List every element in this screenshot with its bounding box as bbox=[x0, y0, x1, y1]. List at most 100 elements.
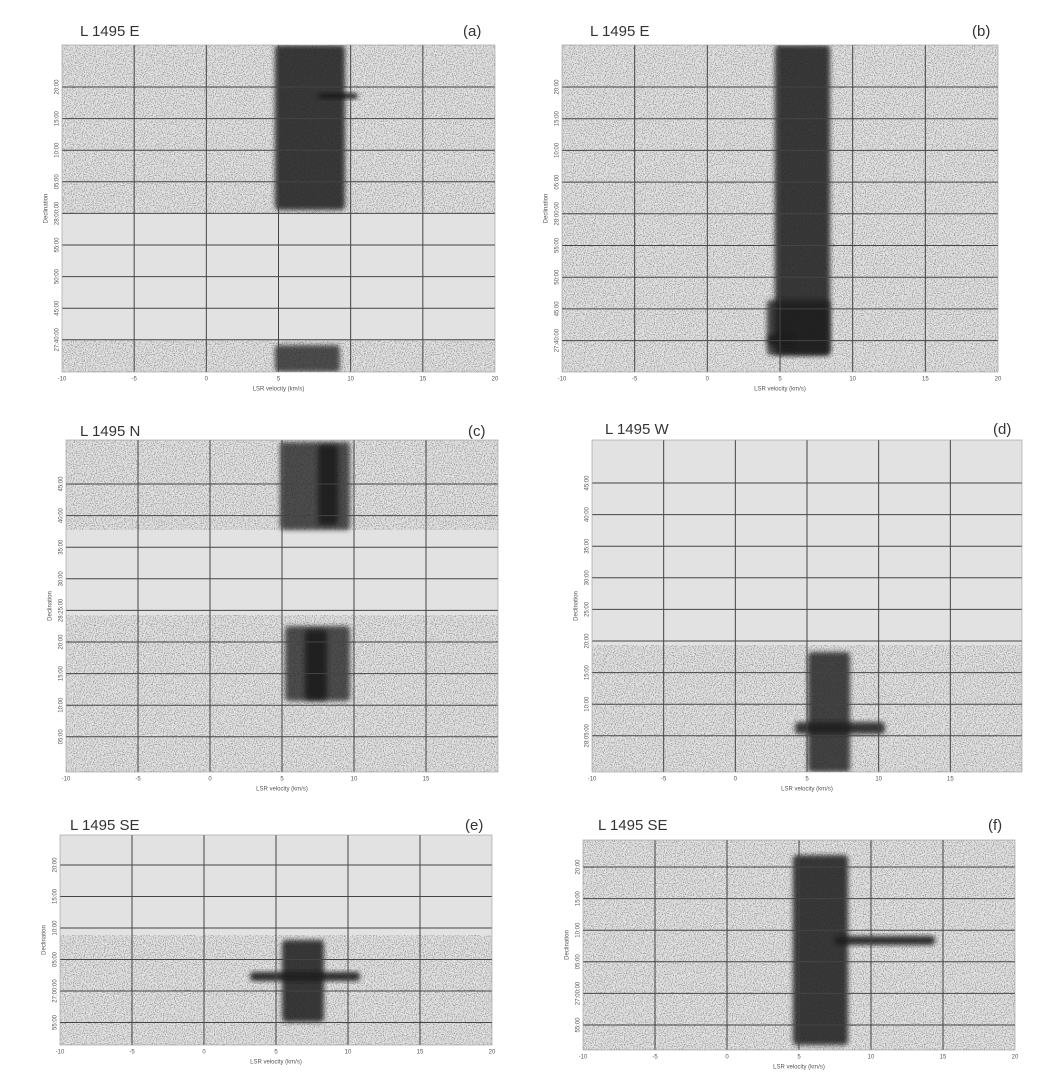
x-tick-label: 20 bbox=[1012, 1055, 1019, 1061]
y-tick-label: 45:00 bbox=[585, 475, 591, 491]
plot-frame bbox=[65, 439, 499, 773]
y-tick-label: 25:00 bbox=[585, 601, 591, 617]
x-axis-label: LSR velocity (km/s) bbox=[773, 1065, 825, 1071]
y-axis-label: Declination bbox=[44, 194, 50, 224]
y-tick-label: 05:00 bbox=[53, 951, 59, 967]
x-tick-label: 5 bbox=[274, 1050, 278, 1056]
x-tick-label: -5 bbox=[131, 377, 137, 383]
x-axis-label: LSR velocity (km/s) bbox=[781, 787, 833, 793]
y-tick-label: 50:00 bbox=[55, 268, 61, 284]
x-tick-label: 15 bbox=[947, 777, 954, 783]
x-tick-label: 0 bbox=[208, 777, 212, 783]
emission-blob bbox=[767, 300, 830, 355]
panel: -10 -5 0 5 10 15 20 20:00 15:00 10:00 05:00 27:00:0… bbox=[42, 817, 496, 1066]
y-tick-label: 20:00 bbox=[55, 79, 61, 95]
y-tick-label: 10:00 bbox=[576, 922, 582, 938]
plot-frame bbox=[582, 839, 1016, 1051]
y-tick-label: 45:00 bbox=[555, 301, 561, 317]
emission bbox=[795, 652, 885, 772]
y-tick-label: 27:40:00 bbox=[55, 327, 61, 351]
x-tick-label: -10 bbox=[56, 1050, 65, 1056]
emission-blob bbox=[280, 442, 350, 530]
y-tick-label: 20:00 bbox=[555, 79, 561, 95]
y-tick-label: 55:00 bbox=[555, 237, 561, 253]
y-tick-label: 05:00 bbox=[59, 729, 65, 745]
emission bbox=[275, 45, 358, 372]
panel-label: (a) bbox=[463, 23, 481, 40]
y-tick-label: 20:00 bbox=[585, 633, 591, 649]
x-tick-label: 5 bbox=[805, 777, 809, 783]
x-tick-label: 10 bbox=[351, 777, 358, 783]
y-tick-label: 28:05:00 bbox=[585, 723, 591, 747]
x-tick-label: 10 bbox=[868, 1055, 875, 1061]
y-tick-label: 27:40:00 bbox=[555, 328, 561, 352]
y-tick-label: 05:00 bbox=[555, 174, 561, 190]
x-tick-label: 20 bbox=[995, 377, 1002, 383]
panel-title: L 1495 N bbox=[80, 423, 140, 440]
y-tick-label: 05:00 bbox=[55, 174, 61, 190]
y-tick-label: 20:00 bbox=[59, 634, 65, 650]
x-tick-label: 15 bbox=[922, 377, 929, 383]
panel-title: L 1495 W bbox=[605, 421, 669, 438]
x-tick-label: -10 bbox=[558, 377, 567, 383]
x-tick-label: 10 bbox=[849, 377, 856, 383]
x-tick-label: 15 bbox=[419, 377, 426, 383]
x-tick-label: 5 bbox=[778, 377, 782, 383]
y-tick-label: 27:00:00 bbox=[53, 979, 59, 1003]
panel-title: L 1495 SE bbox=[598, 817, 668, 834]
x-tick-label: 20 bbox=[492, 377, 499, 383]
emission-blob bbox=[808, 652, 850, 772]
y-tick-label: 45:00 bbox=[59, 476, 65, 492]
x-tick-label: -5 bbox=[135, 777, 141, 783]
panel: -10 -5 0 5 10 15 45:00 40:00 35:00 30:00 25:00 20:0… bbox=[574, 421, 1023, 793]
y-axis-label: Declination bbox=[565, 930, 571, 960]
y-tick-label: 40:00 bbox=[59, 507, 65, 523]
x-tick-label: -10 bbox=[62, 777, 71, 783]
emission-blob bbox=[318, 93, 358, 99]
emission bbox=[280, 442, 350, 701]
x-tick-label: 5 bbox=[797, 1055, 801, 1061]
x-tick-label: 15 bbox=[423, 777, 430, 783]
x-tick-label: 5 bbox=[280, 777, 284, 783]
x-tick-label: -5 bbox=[632, 377, 638, 383]
x-tick-label: -5 bbox=[129, 1050, 135, 1056]
x-tick-label: 0 bbox=[205, 377, 209, 383]
y-tick-label: 45:00 bbox=[55, 300, 61, 316]
emission-blob bbox=[305, 630, 327, 700]
panel-label: (e) bbox=[465, 817, 483, 834]
y-tick-label: 55:00 bbox=[53, 1014, 59, 1030]
panel: -10 -5 0 5 10 15 45:00 40:00 35:00 30:00 28:25:00 2… bbox=[48, 423, 499, 793]
plot-frame bbox=[61, 44, 496, 373]
panel-label: (b) bbox=[972, 23, 990, 40]
emission-blob bbox=[250, 972, 360, 981]
x-tick-label: 0 bbox=[202, 1050, 206, 1056]
y-tick-label: 10:00 bbox=[585, 696, 591, 712]
plot-frame bbox=[561, 44, 999, 373]
y-tick-label: 10:00 bbox=[55, 142, 61, 158]
emission-blob bbox=[275, 345, 340, 372]
x-tick-label: 10 bbox=[345, 1050, 352, 1056]
x-tick-label: -10 bbox=[579, 1055, 588, 1061]
emission bbox=[250, 940, 360, 1022]
y-tick-label: 28:00:00 bbox=[555, 201, 561, 225]
y-tick-label: 05:00 bbox=[576, 954, 582, 970]
emission-blob bbox=[275, 45, 345, 210]
y-tick-label: 15:00 bbox=[55, 110, 61, 126]
emission bbox=[793, 855, 935, 1045]
panel: -10 -5 0 5 10 15 20 20:00 15:00 10:00 05:00 28:00:0… bbox=[44, 23, 499, 393]
y-tick-label: 15:00 bbox=[555, 111, 561, 127]
x-tick-label: 0 bbox=[734, 777, 738, 783]
y-tick-label: 55:00 bbox=[55, 237, 61, 253]
emission-blob bbox=[318, 445, 338, 525]
y-tick-label: 15:00 bbox=[53, 888, 59, 904]
x-axis-label: LSR velocity (km/s) bbox=[256, 787, 308, 793]
panel-title: L 1495 E bbox=[80, 23, 140, 40]
panel-title: L 1495 E bbox=[590, 23, 650, 40]
panel-label: (d) bbox=[993, 421, 1011, 438]
y-axis-label: Declination bbox=[574, 591, 580, 621]
x-tick-label: 10 bbox=[347, 377, 354, 383]
y-tick-label: 10:00 bbox=[59, 697, 65, 713]
x-tick-label: 5 bbox=[277, 377, 281, 383]
x-tick-label: 20 bbox=[489, 1050, 496, 1056]
